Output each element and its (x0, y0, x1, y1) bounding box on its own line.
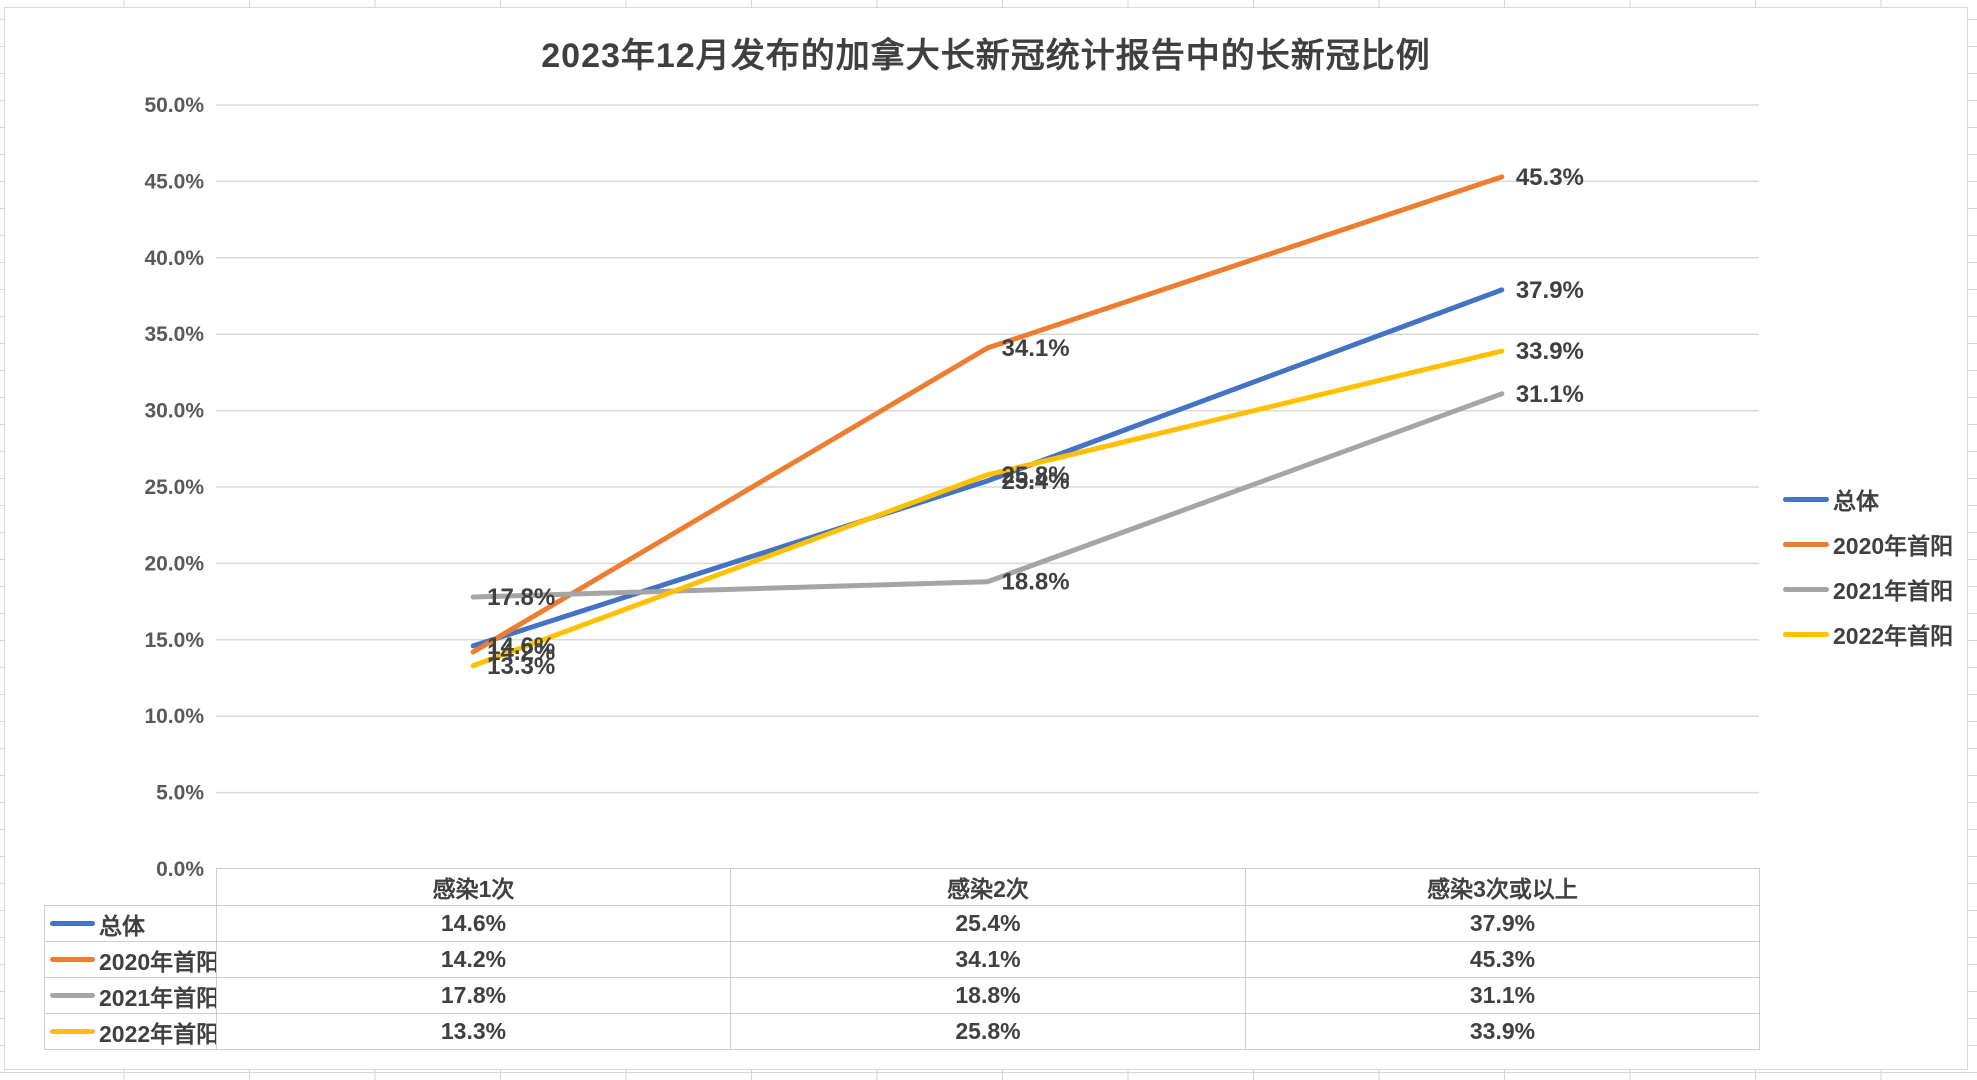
series-key-cell: 2022年首阳 (44, 1013, 217, 1050)
table-row: 2020年首阳 14.2% 34.1% 45.3% (44, 941, 1760, 978)
data-label: 14.6% (487, 633, 555, 660)
y-axis-tick-label: 45.0% (144, 170, 204, 193)
value-cell: 37.9% (1245, 905, 1760, 942)
value-cell: 34.1% (730, 941, 1246, 978)
series-line-2 (470, 391, 1505, 600)
legend-line-icon (1783, 631, 1829, 637)
series-line-icon (50, 993, 95, 998)
legend-line-icon (1783, 586, 1829, 592)
series-name: 2021年首阳 (99, 984, 217, 1011)
legend-item-1[interactable]: 2020年首阳 (1783, 532, 1963, 559)
value-cell: 17.8% (216, 977, 731, 1014)
value-cell: 14.2% (216, 941, 731, 978)
series-key-cell: 总体 (44, 905, 217, 942)
data-table: 感染1次 感染2次 感染3次或以上 总体 14.6% 25.4% 37.9% 2020年… (44, 868, 1760, 1050)
data-label: 25.4% (1002, 468, 1070, 495)
legend-line-icon (1783, 496, 1829, 502)
y-axis-tick-label: 10.0% (144, 705, 204, 728)
legend-item-2[interactable]: 2021年首阳 (1783, 577, 1963, 604)
y-axis-tick-label: 25.0% (144, 476, 204, 499)
data-label: 18.8% (1002, 569, 1070, 596)
value-cell: 33.9% (1245, 1013, 1760, 1050)
value-cell: 13.3% (216, 1013, 731, 1050)
legend-line-icon (1783, 541, 1829, 547)
y-axis-tick-label: 30.0% (144, 400, 204, 423)
data-label: 17.8% (487, 584, 555, 611)
y-axis-tick-label: 5.0% (156, 782, 204, 805)
y-axis-tick-label: 35.0% (144, 323, 204, 346)
table-header-row: 感染1次 感染2次 感染3次或以上 (45, 868, 1760, 906)
legend: 总体 2020年首阳 2021年首阳 2022年首阳 (1783, 487, 1963, 667)
category-header-cell: 感染2次 (730, 868, 1246, 906)
series-line-1 (470, 174, 1505, 655)
data-label: 33.9% (1516, 338, 1584, 365)
value-cell: 18.8% (730, 977, 1246, 1014)
y-axis-tick-label: 40.0% (144, 247, 204, 270)
legend-item-0[interactable]: 总体 (1783, 487, 1963, 514)
series-line-icon (50, 957, 95, 962)
data-label: 34.1% (1002, 335, 1070, 362)
category-header-cell: 感染1次 (216, 868, 731, 906)
y-axis-tick-label: 20.0% (144, 552, 204, 575)
data-label: 31.1% (1516, 381, 1584, 408)
table-row: 2022年首阳 13.3% 25.8% 33.9% (44, 1013, 1760, 1050)
chart-object[interactable]: 0.0% 5.0% 10.0% 15.0% 20.0% 25.0% 30.0% 35.0% 40… (4, 7, 1968, 1070)
value-cell: 25.8% (730, 1013, 1246, 1050)
series-name: 总体 (99, 912, 145, 939)
series-line-icon (50, 921, 95, 926)
value-cell: 25.4% (730, 905, 1246, 942)
data-label: 45.3% (1516, 164, 1584, 191)
chart-title: 2023年12月发布的加拿大长新冠统计报告中的长新冠比例 (541, 37, 1431, 75)
series-name: 2022年首阳 (99, 1020, 217, 1047)
table-corner-cell (45, 869, 217, 906)
table-row: 总体 14.6% 25.4% 37.9% (44, 905, 1760, 942)
value-cell: 45.3% (1245, 941, 1760, 978)
series-name: 2020年首阳 (99, 948, 217, 975)
y-axis-tick-label: 0.0% (156, 858, 204, 881)
legend-label: 2020年首阳 (1833, 533, 1954, 559)
legend-label: 总体 (1833, 488, 1879, 514)
series-key-cell: 2021年首阳 (44, 977, 217, 1014)
table-row: 2021年首阳 17.8% 18.8% 31.1% (44, 977, 1760, 1014)
legend-item-3[interactable]: 2022年首阳 (1783, 622, 1963, 649)
series-line-icon (50, 1029, 95, 1034)
category-header-cell: 感染3次或以上 (1245, 868, 1760, 906)
series-key-cell: 2020年首阳 (44, 941, 217, 978)
value-cell: 31.1% (1245, 977, 1760, 1014)
y-axis-tick-label: 50.0% (144, 94, 204, 117)
value-cell: 14.6% (216, 905, 731, 942)
data-label: 13.3% (487, 653, 555, 680)
data-label: 25.8% (1002, 462, 1070, 489)
legend-label: 2022年首阳 (1833, 623, 1954, 649)
legend-label: 2021年首阳 (1833, 578, 1954, 604)
plot-area: 0.0% 5.0% 10.0% 15.0% 20.0% 25.0% 30.0% 35.0% 40… (144, 94, 1759, 881)
data-label: 37.9% (1516, 277, 1584, 304)
data-label: 14.2% (487, 639, 555, 666)
series-line-3 (470, 348, 1505, 669)
y-axis-tick-label: 15.0% (144, 629, 204, 652)
